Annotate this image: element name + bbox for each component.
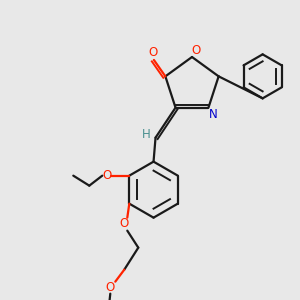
Text: O: O bbox=[106, 281, 115, 294]
Text: O: O bbox=[148, 46, 158, 59]
Text: O: O bbox=[191, 44, 201, 56]
Text: O: O bbox=[103, 169, 112, 182]
Text: H: H bbox=[142, 128, 151, 141]
Text: O: O bbox=[120, 217, 129, 230]
Text: N: N bbox=[209, 108, 218, 121]
